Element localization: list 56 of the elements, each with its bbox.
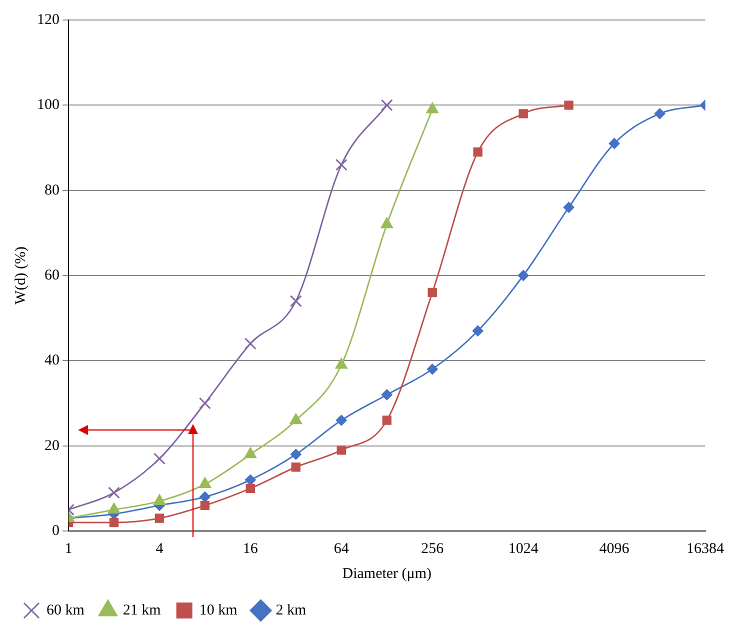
x-tick-label: 1 (64, 540, 72, 557)
x-tick-label: 256 (421, 540, 444, 557)
point (428, 288, 437, 298)
point (426, 364, 438, 375)
point (654, 108, 666, 120)
point (109, 518, 119, 528)
point (473, 147, 482, 157)
point (472, 325, 484, 336)
y-tick-label: 80 (44, 182, 60, 198)
point (380, 99, 393, 112)
x-axis-title: Diameter (μm) (342, 566, 432, 582)
point (335, 158, 348, 171)
point (381, 389, 392, 400)
point (246, 484, 256, 494)
point (335, 358, 348, 369)
x-tick-label: 1024 (508, 540, 539, 557)
point (290, 448, 302, 460)
point (290, 413, 302, 424)
x-tick-label: 4096 (599, 540, 630, 557)
point (153, 494, 166, 505)
point (153, 452, 166, 465)
point (154, 514, 164, 523)
x-tick-label: 16 (242, 540, 258, 557)
point (518, 270, 529, 281)
point (563, 202, 574, 213)
point (198, 477, 212, 488)
point (564, 100, 574, 110)
point (336, 414, 347, 426)
point (290, 295, 302, 308)
legend-label: 21 km (122, 602, 162, 618)
point (244, 447, 257, 458)
y-tick-label: 0 (52, 522, 60, 539)
point (291, 462, 301, 472)
point (244, 474, 256, 486)
point (382, 416, 392, 425)
point (199, 491, 210, 502)
point (108, 502, 120, 514)
point (198, 397, 211, 410)
x-tick-label: 4 (156, 540, 164, 557)
legend-label: 2 km (276, 602, 306, 618)
point (518, 109, 528, 118)
y-tick-label: 40 (44, 352, 60, 369)
y-tick-label: 60 (44, 267, 60, 284)
y-tick-label: 120 (37, 12, 60, 28)
point (336, 445, 346, 455)
y-tick-label: 20 (44, 438, 60, 454)
x-tick-label: 16384 (686, 540, 724, 557)
x-tick-label: 64 (334, 540, 350, 557)
point (608, 138, 620, 149)
legend-label: 10 km (199, 602, 238, 618)
y-axis-title: W(d) (%) (12, 246, 29, 304)
point (200, 500, 210, 510)
legend-label: 60 km (46, 602, 85, 618)
y-tick-label: 100 (37, 97, 60, 114)
point (108, 486, 120, 499)
point (244, 338, 256, 350)
